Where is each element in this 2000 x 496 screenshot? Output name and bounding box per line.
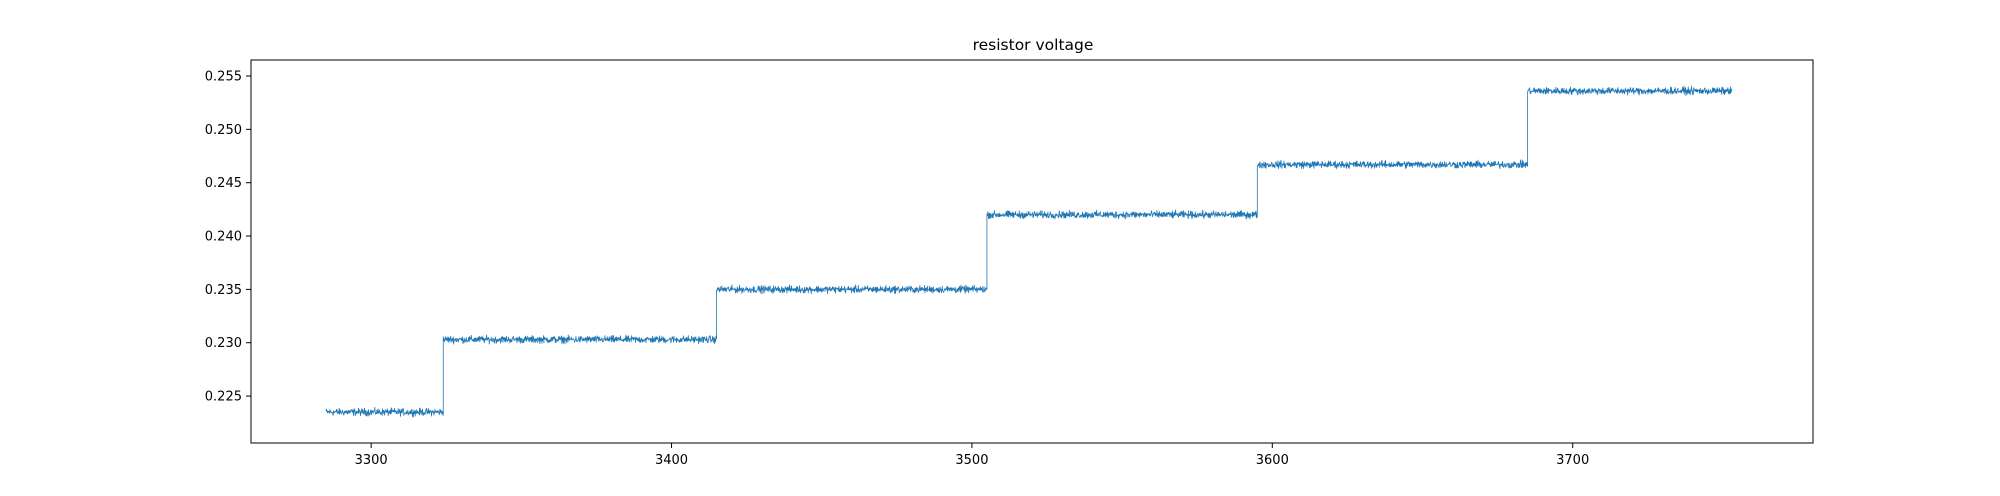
chart-title: resistor voltage — [973, 36, 1094, 54]
x-tick-label: 3400 — [655, 453, 688, 468]
y-tick-label: 0.240 — [205, 230, 242, 245]
plot-frame — [250, 59, 1814, 444]
y-tick-label: 0.230 — [205, 336, 242, 351]
y-tick-label: 0.245 — [205, 176, 242, 191]
y-tick-label: 0.255 — [205, 70, 242, 85]
y-tick-label: 0.225 — [205, 390, 242, 405]
x-tick-label: 3300 — [355, 453, 388, 468]
y-axis: 0.225 0.230 0.235 0.240 0.245 0.250 0.255 — [205, 70, 251, 405]
y-tick-label: 0.235 — [205, 283, 242, 298]
x-axis: 3300 3400 3500 3600 3700 — [355, 443, 1589, 468]
y-tick-label: 0.250 — [205, 123, 242, 138]
x-tick-label: 3700 — [1556, 453, 1589, 468]
series-line — [325, 85, 1733, 418]
x-tick-label: 3600 — [1256, 453, 1289, 468]
series-layer — [325, 85, 1733, 418]
x-tick-label: 3500 — [955, 453, 988, 468]
